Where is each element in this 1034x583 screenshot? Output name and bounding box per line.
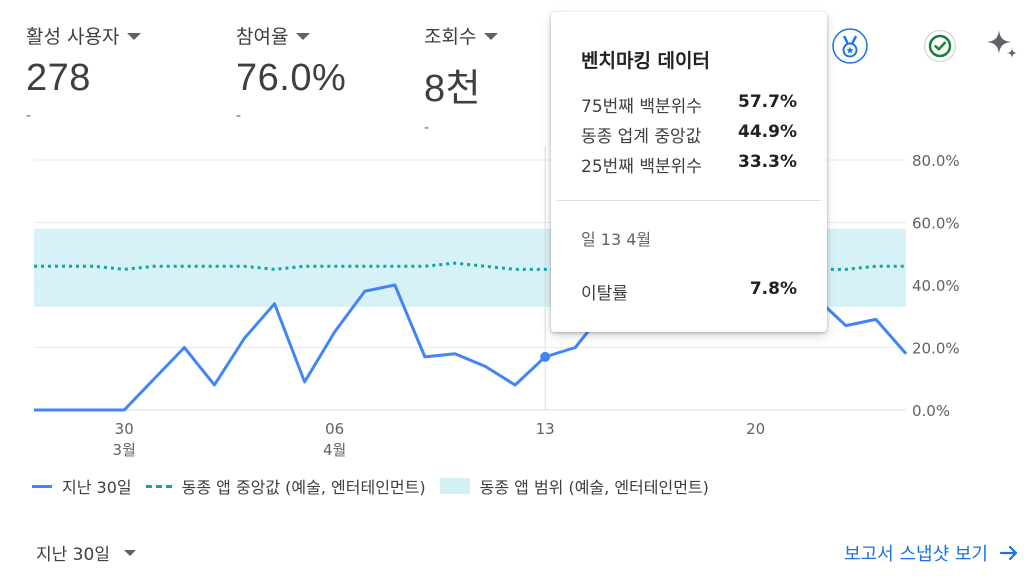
median-series-line: [34, 261, 906, 271]
row-label: 동종 업계 중앙값: [581, 127, 702, 147]
link-label: 보고서 스냅샷 보기: [844, 544, 988, 565]
legend-item-band[interactable]: 동종 앱 범위 (예술, 엔터테인먼트): [439, 474, 709, 498]
tooltip-title: 벤치마킹 데이터: [581, 50, 710, 72]
metric-active-users[interactable]: 활성 사용자 278 -: [26, 22, 142, 124]
date-range-label: 지난 30일: [36, 545, 110, 565]
tooltip-row-p25: 25번째 백분위수 33.3%: [581, 152, 797, 177]
bounce-rate-chart: 0.0% 20.0% 40.0% 60.0% 80.0% 30 3월 06 4월 13 20: [34, 146, 960, 459]
metric-value: 76.0%: [236, 57, 347, 99]
tooltip-row-metric: 이탈률 7.8%: [581, 279, 797, 304]
caret-down-icon[interactable]: [484, 33, 499, 40]
x-tick-label: 06: [325, 420, 344, 438]
metric-delta: -: [26, 108, 32, 124]
y-tick-label: 0.0%: [912, 402, 950, 420]
medal-icon[interactable]: [830, 26, 870, 66]
row-value: 33.3%: [738, 152, 797, 172]
metric-value: 278: [26, 57, 91, 99]
y-tick-label: 40.0%: [912, 277, 960, 295]
chart-legend: 지난 30일 동종 앱 중앙값 (예술, 엔터테인먼트) 동종 앱 범위 (예술…: [32, 474, 723, 498]
row-value: 44.9%: [738, 122, 797, 142]
date-range-dropdown[interactable]: 지난 30일: [36, 540, 136, 565]
y-tick-label: 60.0%: [912, 215, 960, 233]
sparkle-icon[interactable]: [982, 24, 1022, 64]
line-swatch: [32, 484, 52, 488]
row-label: 25번째 백분위수: [581, 157, 702, 177]
arrow-right-icon: [999, 545, 1018, 561]
metric-delta: -: [236, 108, 242, 124]
highlight-point: [540, 351, 551, 362]
legend-label: 지난 30일: [62, 478, 132, 497]
caret-down-icon: [123, 549, 136, 556]
metric-label: 조회수: [424, 26, 477, 48]
row-value: 7.8%: [749, 279, 797, 299]
metric-engagement-rate[interactable]: 참여율 76.0% -: [236, 22, 346, 124]
legend-item-line[interactable]: 지난 30일: [32, 474, 132, 498]
caret-down-icon[interactable]: [127, 33, 142, 40]
tooltip-date: 일 13 4월: [581, 230, 652, 249]
view-report-snapshot-link[interactable]: 보고서 스냅샷 보기: [844, 540, 1020, 566]
row-value: 57.7%: [738, 92, 797, 112]
y-tick-label: 20.0%: [912, 340, 960, 358]
legend-label: 동종 앱 중앙값 (예술, 엔터테인먼트): [181, 478, 426, 497]
metric-value: 8천: [424, 68, 482, 110]
metric-delta: -: [424, 120, 430, 136]
legend-label: 동종 앱 범위 (예술, 엔터테인먼트): [479, 478, 709, 497]
x-tick-month-label: 4월: [323, 441, 346, 459]
tooltip-row-median: 동종 업계 중앙값 44.9%: [581, 122, 797, 147]
legend-item-median[interactable]: 동종 앱 중앙값 (예술, 엔터테인먼트): [145, 474, 426, 498]
dashed-line-swatch: [145, 484, 172, 488]
x-tick-label: 20: [746, 420, 765, 438]
check-circle-icon[interactable]: [920, 26, 960, 66]
row-label: 75번째 백분위수: [581, 97, 702, 117]
metric-label: 활성 사용자: [26, 26, 120, 48]
tooltip-divider: [557, 200, 821, 201]
band-swatch: [439, 478, 470, 494]
x-tick-month-label: 3월: [113, 441, 136, 459]
row-label: 이탈률: [581, 284, 628, 304]
tooltip-row-p75: 75번째 백분위수 57.7%: [581, 92, 797, 117]
y-tick-label: 80.0%: [912, 152, 960, 170]
caret-down-icon[interactable]: [296, 33, 311, 40]
metric-views[interactable]: 조회수 8천 -: [424, 22, 499, 136]
x-tick-label: 13: [536, 420, 555, 438]
x-tick-label: 30: [115, 420, 134, 438]
metric-label: 참여율: [236, 26, 289, 48]
benchmark-tooltip: 벤치마킹 데이터 75번째 백분위수 57.7% 동종 업계 중앙값 44.9%…: [551, 12, 827, 332]
